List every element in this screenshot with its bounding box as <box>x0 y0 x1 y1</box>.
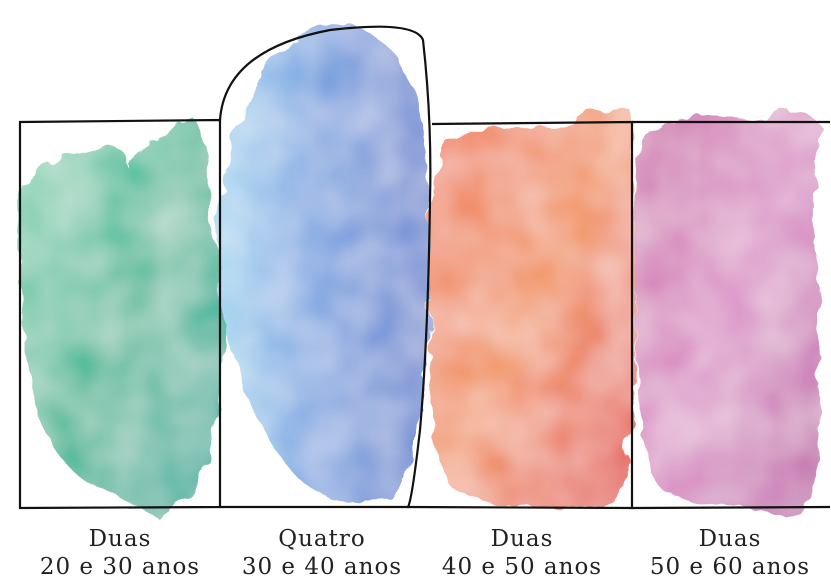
orange-blob <box>429 107 637 507</box>
count-label: Quatro <box>278 526 365 552</box>
count-label: Duas <box>699 526 762 552</box>
range-label: 40 e 50 anos <box>442 554 602 580</box>
frame-3 <box>407 120 634 510</box>
frame-4 <box>631 120 831 510</box>
watercolor-blobs <box>19 24 820 520</box>
green-blob <box>19 115 226 520</box>
count-label: Duas <box>89 526 152 552</box>
range-label: 20 e 30 anos <box>40 554 200 580</box>
frames <box>18 25 831 510</box>
frame-2 <box>218 25 432 509</box>
range-label: 30 e 40 anos <box>242 554 402 580</box>
labels: Duas 20 e 30 anos Quatro 30 e 40 anos Du… <box>40 526 810 580</box>
blue-blob <box>218 24 431 501</box>
magenta-blob <box>635 111 820 516</box>
count-label: Duas <box>491 526 554 552</box>
range-label: 50 e 60 anos <box>650 554 810 580</box>
